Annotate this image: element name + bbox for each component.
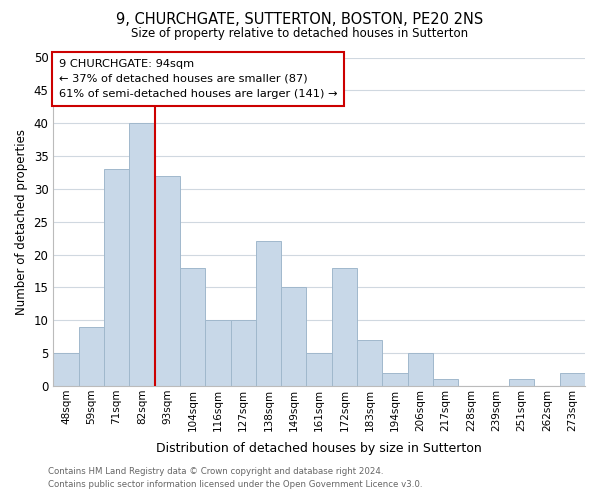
Bar — [155, 176, 180, 386]
Bar — [433, 380, 458, 386]
Bar — [79, 327, 104, 386]
Text: Size of property relative to detached houses in Sutterton: Size of property relative to detached ho… — [131, 28, 469, 40]
X-axis label: Distribution of detached houses by size in Sutterton: Distribution of detached houses by size … — [156, 442, 482, 455]
Bar — [129, 123, 155, 386]
Bar — [408, 353, 433, 386]
Bar — [307, 353, 332, 386]
Y-axis label: Number of detached properties: Number of detached properties — [15, 128, 28, 314]
Bar — [104, 169, 129, 386]
Bar — [281, 288, 307, 386]
Bar — [230, 320, 256, 386]
Bar — [382, 373, 408, 386]
Text: Contains HM Land Registry data © Crown copyright and database right 2024.
Contai: Contains HM Land Registry data © Crown c… — [48, 468, 422, 489]
Bar — [256, 242, 281, 386]
Text: 9, CHURCHGATE, SUTTERTON, BOSTON, PE20 2NS: 9, CHURCHGATE, SUTTERTON, BOSTON, PE20 2… — [116, 12, 484, 28]
Bar — [357, 340, 382, 386]
Bar — [180, 268, 205, 386]
Bar — [560, 373, 585, 386]
Bar — [53, 353, 79, 386]
Bar — [205, 320, 230, 386]
Bar — [509, 380, 535, 386]
Bar — [332, 268, 357, 386]
Text: 9 CHURCHGATE: 94sqm
← 37% of detached houses are smaller (87)
61% of semi-detach: 9 CHURCHGATE: 94sqm ← 37% of detached ho… — [59, 59, 337, 98]
